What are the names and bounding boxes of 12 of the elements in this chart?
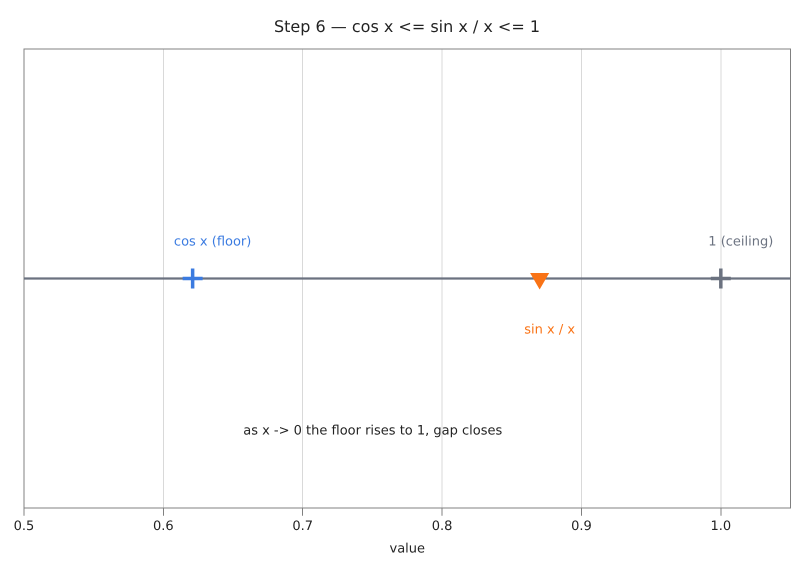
x-tick-label: 1.0 — [710, 518, 732, 534]
text: sin x / x — [524, 322, 576, 338]
x-tick-label: 0.8 — [432, 518, 452, 534]
series-label: 1 (ceiling) — [708, 234, 774, 250]
x-tick-label: 0.6 — [153, 518, 174, 534]
annotation: as x -> 0 the floor rises to 1, gap closes — [243, 423, 503, 438]
x-tick-label: 0.9 — [571, 518, 592, 534]
text: cos x (floor) — [174, 234, 252, 250]
x-tick-label: 0.7 — [292, 518, 314, 534]
x-axis-title: value — [389, 542, 426, 557]
x-tick-label: 0.5 — [14, 518, 34, 534]
chart-title: Step 6 — cos x <= sin x / x <= 1 — [274, 16, 540, 36]
